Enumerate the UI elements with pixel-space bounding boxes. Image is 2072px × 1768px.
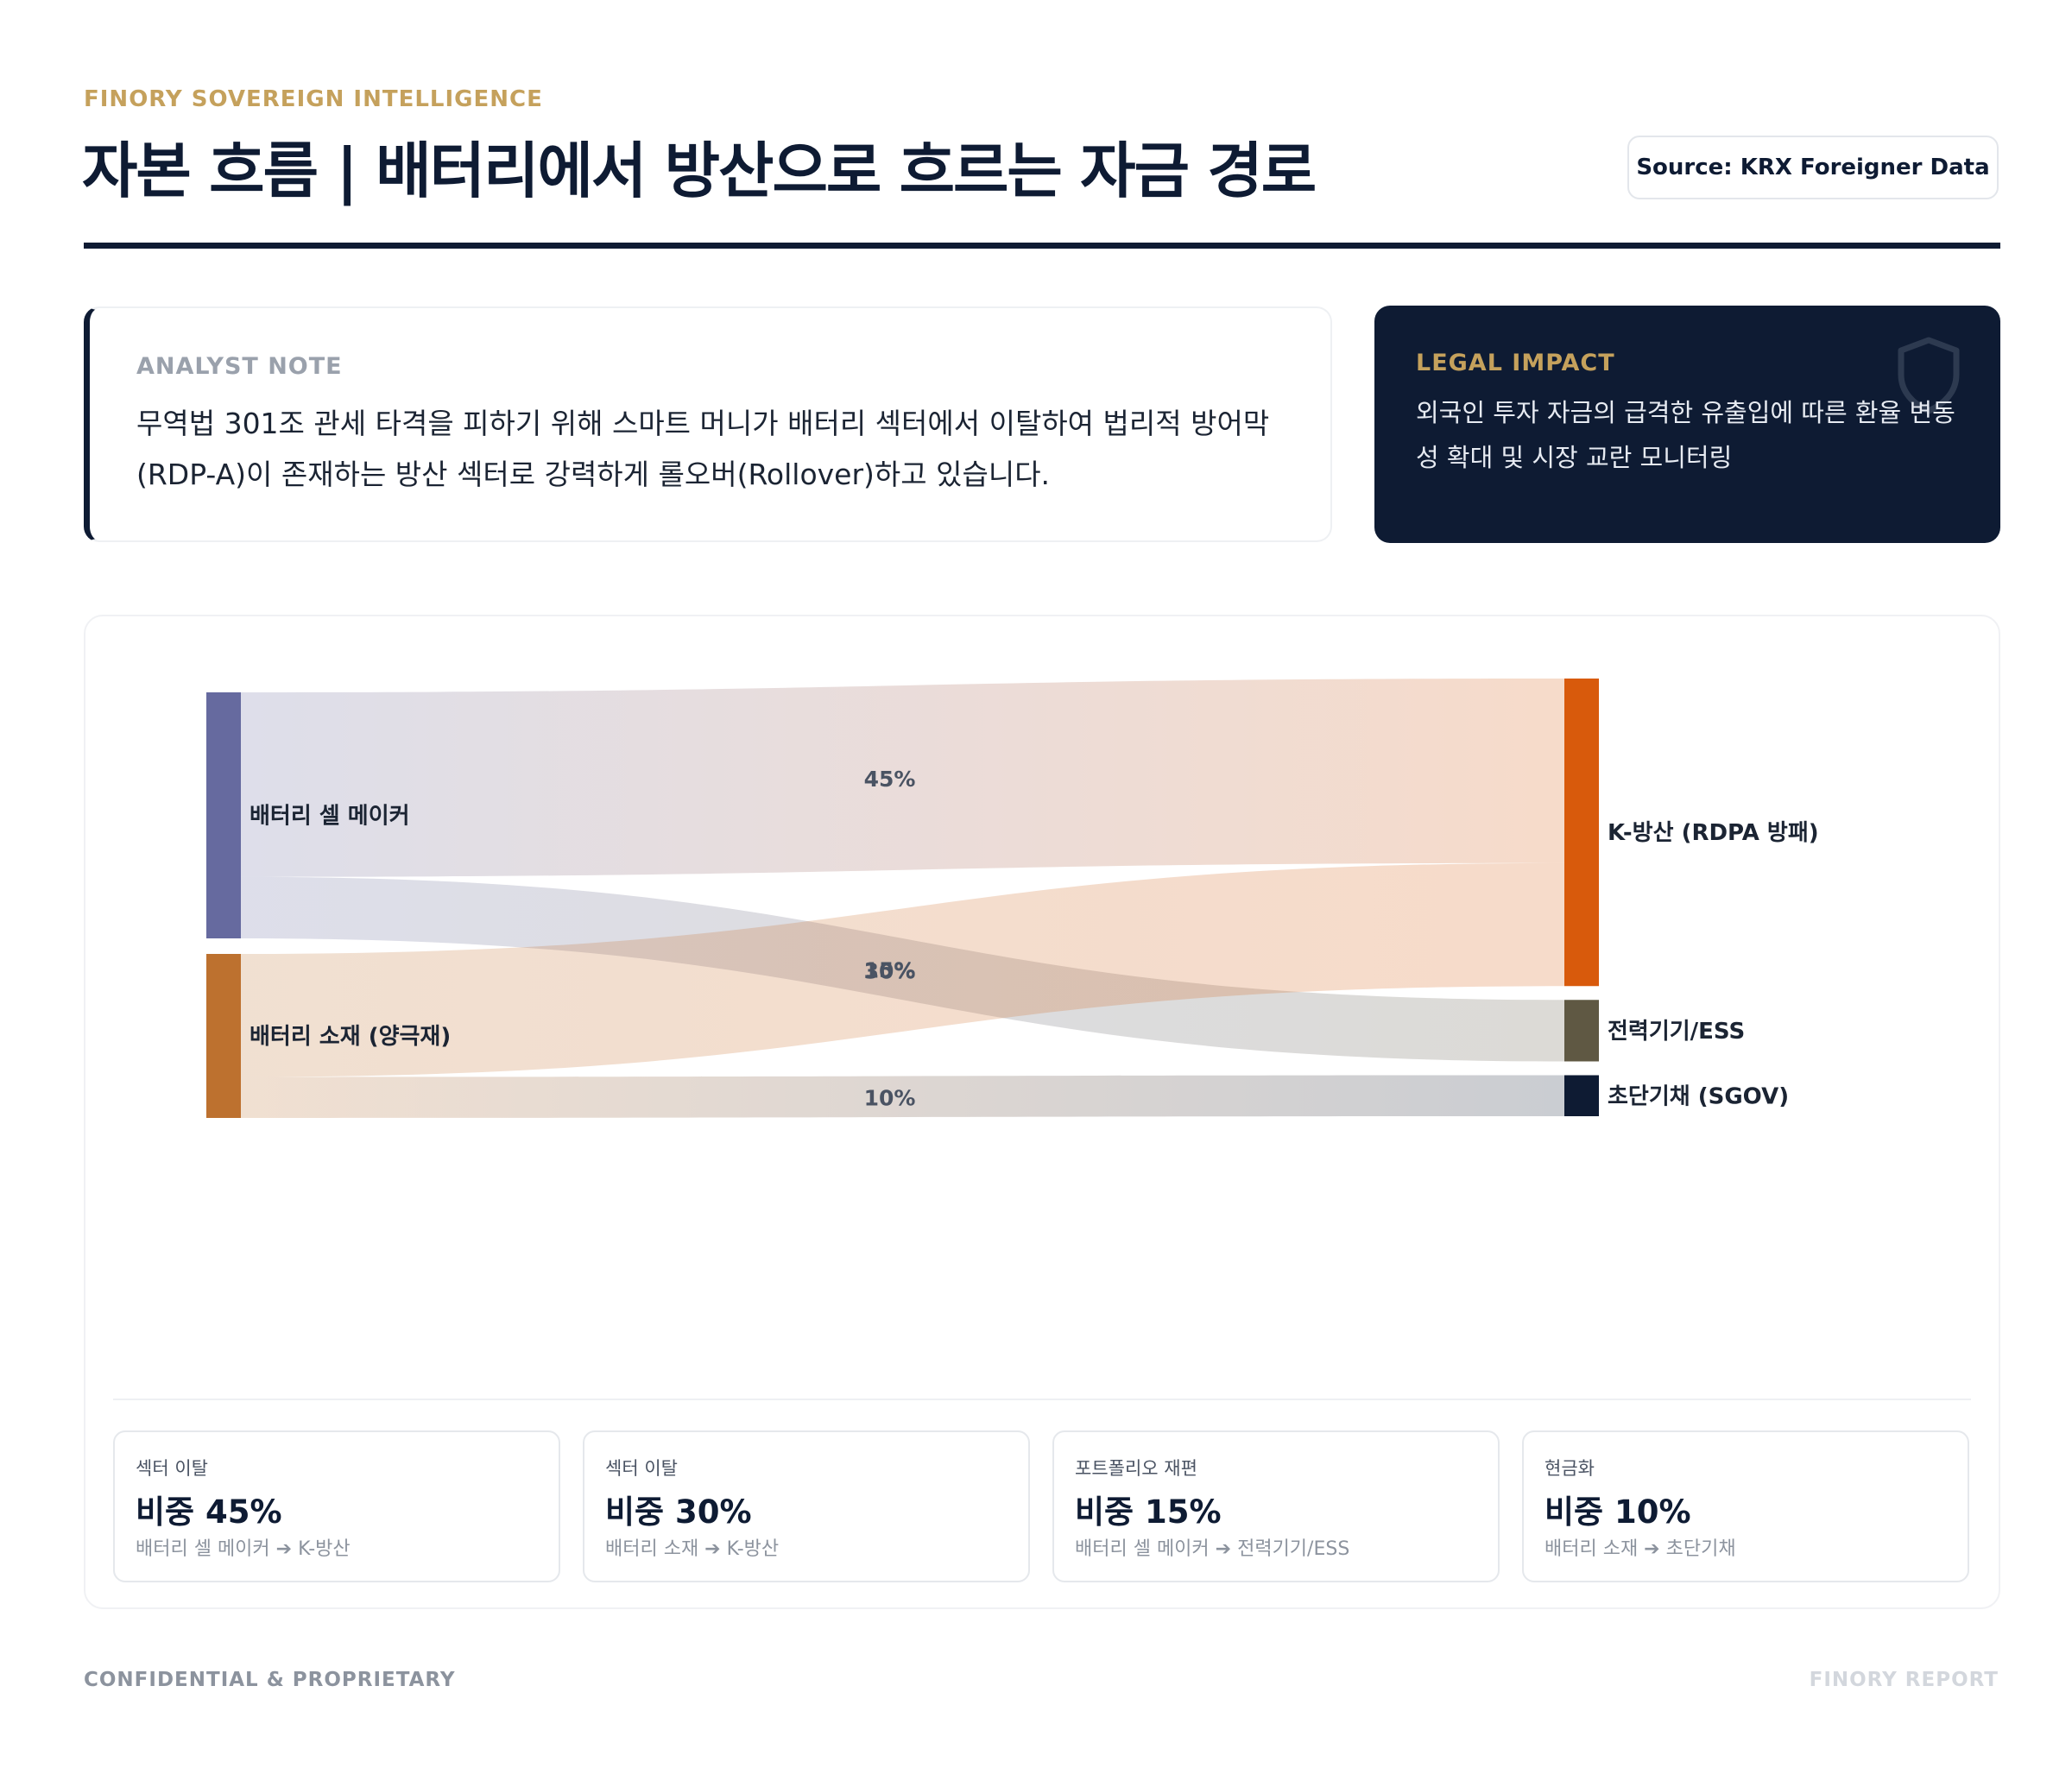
source-node-label: 배터리 소재 (양극재) xyxy=(250,1024,451,1050)
shield-icon xyxy=(1898,337,1960,414)
sankey-link xyxy=(241,679,1564,877)
stat-card: 포트폴리오 재편 비중 15% 배터리 셀 메이커 ➔ 전력기기/ESS xyxy=(1052,1430,1500,1582)
link-label: 45% xyxy=(864,767,916,792)
legal-impact-card: LEGAL IMPACT 외국인 투자 자금의 급격한 유출입에 따른 환율 변… xyxy=(1374,306,2000,543)
stat-card: 섹터 이탈 비중 30% 배터리 소재 ➔ K-방산 xyxy=(583,1430,1030,1582)
footer-left: CONFIDENTIAL & PROPRIETARY xyxy=(84,1669,456,1691)
analyst-note-card: ANALYST NOTE 무역법 301조 관세 타격을 피하기 위해 스마트 … xyxy=(84,306,1332,542)
stat-value: 비중 45% xyxy=(136,1493,282,1531)
source-badge: Source: KRX Foreigner Data xyxy=(1627,136,1999,199)
analyst-note-label: ANALYST NOTE xyxy=(136,353,343,380)
stat-route: 배터리 소재 ➔ 초단기채 xyxy=(1545,1538,1736,1560)
stat-route: 배터리 소재 ➔ K-방산 xyxy=(605,1538,780,1560)
sankey-link xyxy=(241,862,1564,1077)
stat-category: 현금화 xyxy=(1545,1458,1595,1479)
sankey-link xyxy=(241,1075,1564,1118)
target-node-label: K-방산 (RDPA 방패) xyxy=(1608,820,1819,846)
source-node-label: 배터리 셀 메이커 xyxy=(250,804,410,830)
sankey-links xyxy=(241,679,1564,1118)
sankey-node xyxy=(206,954,241,1118)
target-node-label: 전력기기/ESS xyxy=(1608,1019,1745,1045)
sankey-node xyxy=(1564,1000,1599,1062)
page-title: 자본 흐름 | 배터리에서 방산으로 흐르는 자금 경로 xyxy=(82,136,1317,206)
target-node-label: 초단기채 (SGOV) xyxy=(1608,1083,1789,1109)
stat-category: 포트폴리오 재편 xyxy=(1075,1458,1197,1479)
stat-card: 섹터 이탈 비중 45% 배터리 셀 메이커 ➔ K-방산 xyxy=(113,1430,560,1582)
stat-route: 배터리 셀 메이커 ➔ 전력기기/ESS xyxy=(1075,1538,1350,1560)
link-label: 30% xyxy=(864,959,916,984)
stat-value: 비중 10% xyxy=(1545,1493,1691,1531)
stat-value: 비중 30% xyxy=(605,1493,752,1531)
stat-value: 비중 15% xyxy=(1075,1493,1222,1531)
eyebrow: FINORY SOVEREIGN INTELLIGENCE xyxy=(84,86,543,112)
legal-impact-text: 외국인 투자 자금의 급격한 유출입에 따른 환율 변동성 확대 및 시장 교란… xyxy=(1416,398,1955,472)
analyst-note-text: 무역법 301조 관세 타격을 피하기 위해 스마트 머니가 배터리 섹터에서 … xyxy=(136,407,1270,491)
chart-divider xyxy=(113,1399,1971,1400)
stat-card: 현금화 비중 10% 배터리 소재 ➔ 초단기채 xyxy=(1522,1430,1969,1582)
legal-impact-label: LEGAL IMPACT xyxy=(1416,350,1615,376)
link-label: 15% xyxy=(864,958,916,983)
stat-category: 섹터 이탈 xyxy=(136,1458,208,1479)
stat-route: 배터리 셀 메이커 ➔ K-방산 xyxy=(136,1538,351,1560)
sankey-node xyxy=(1564,1075,1599,1116)
sankey-node xyxy=(206,692,241,938)
stat-category: 섹터 이탈 xyxy=(605,1458,678,1479)
link-label: 10% xyxy=(864,1085,916,1110)
sankey-node xyxy=(1564,679,1599,987)
header-rule xyxy=(84,243,2000,249)
footer-right: FINORY REPORT xyxy=(1809,1669,1999,1691)
